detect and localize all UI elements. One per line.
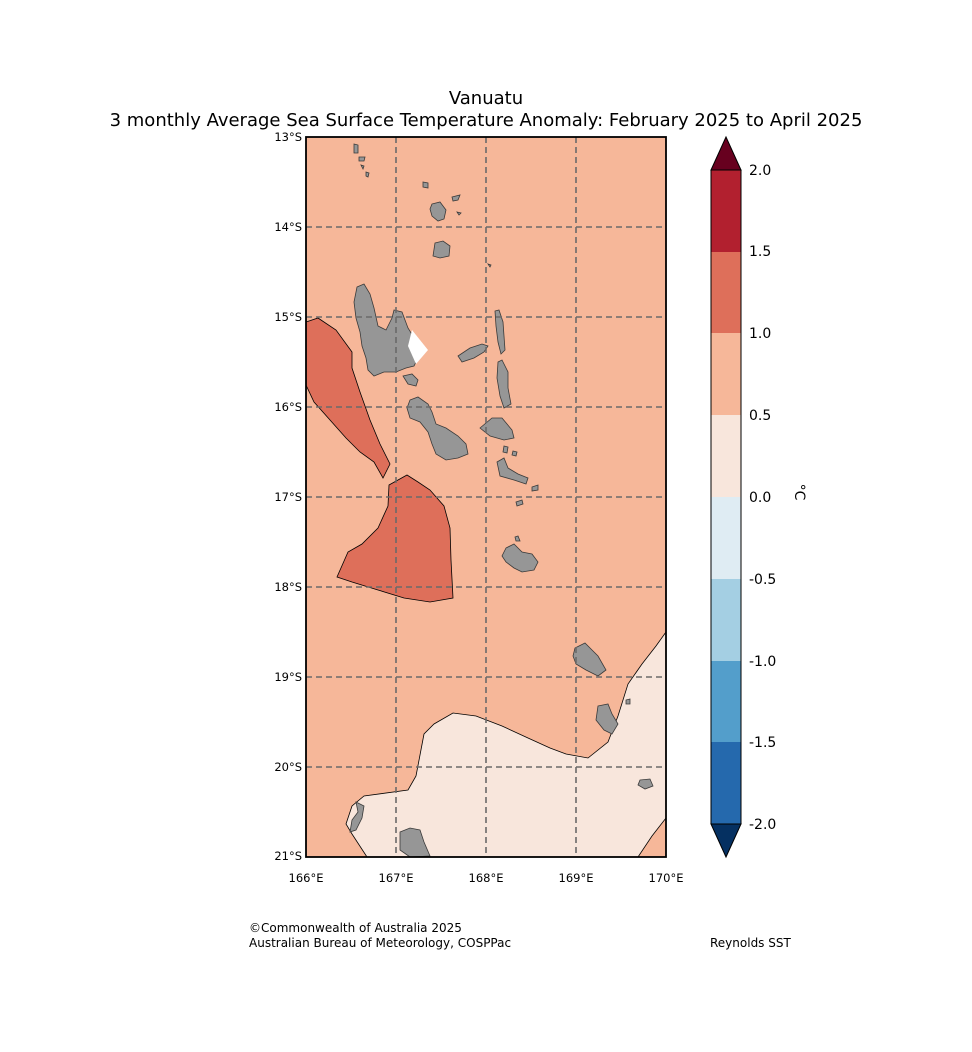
lat-label: 17°S [274, 490, 302, 504]
colorbar-bin [711, 497, 741, 579]
island-aneityum [637, 778, 654, 790]
island-pentecost [496, 359, 512, 409]
anomaly-region-central-warm-patch [336, 474, 454, 603]
map-subtitle: 3 monthly Average Sea Surface Temperatur… [109, 110, 863, 131]
agency-text: Australian Bureau of Meteorology, COSPPa… [249, 936, 512, 950]
island-banks-small-1 [451, 194, 461, 202]
colorbar-bin [711, 579, 741, 661]
lat-label: 18°S [274, 580, 302, 594]
island-efate [501, 543, 539, 573]
no-data-patch [408, 330, 428, 364]
island-malakula [406, 396, 469, 461]
longitude-labels: 166°E 167°E 168°E 169°E 170°E [289, 871, 684, 885]
map-panel [306, 137, 666, 857]
colorbar-bin [711, 252, 741, 333]
lat-label: 20°S [274, 760, 302, 774]
island-torres-2 [358, 156, 366, 162]
colorbar-frame [710, 169, 742, 825]
lon-label: 169°E [559, 871, 594, 885]
island-gaua [432, 240, 451, 259]
islands [349, 143, 654, 857]
lon-label: 170°E [649, 871, 684, 885]
island-banks-small-2 [456, 211, 462, 216]
dataset-source: Reynolds SST [710, 936, 791, 950]
island-maewo [494, 309, 506, 355]
island-erromango [572, 642, 607, 677]
colorbar-bin [711, 742, 741, 824]
colorbar-tick-label: 1.5 [749, 244, 771, 260]
island-ambrym [479, 417, 515, 441]
island-tanna [595, 703, 619, 735]
colorbar-bin [711, 661, 741, 742]
island-ureparapara [422, 181, 429, 189]
lat-label: 21°S [274, 849, 302, 863]
island-mataso [514, 535, 521, 542]
colorbar-tick-label: -0.5 [749, 572, 776, 588]
island-southwest-2 [399, 827, 431, 857]
lat-label: 13°S [274, 130, 302, 144]
credit-block: ©Commonwealth of Australia 2025 Australi… [249, 921, 511, 951]
island-vanua-lava [429, 201, 447, 222]
island-tongoa [531, 484, 539, 492]
map-title: Vanuatu [448, 88, 524, 109]
colorbar-tick-label: 0.5 [749, 408, 771, 424]
anomaly-region-west-warm-patch [306, 317, 391, 479]
colorbar-tick-label: 2.0 [749, 163, 771, 179]
island-southwest-1 [349, 801, 365, 833]
colorbar-bin [711, 333, 741, 415]
colorbar-tick-label: 0.0 [749, 490, 771, 506]
island-torres-4 [365, 171, 370, 178]
colorbar-extend-bottom [710, 823, 742, 859]
island-malo [402, 373, 419, 387]
island-lopevi [511, 450, 518, 457]
island-emae [515, 499, 524, 507]
anomaly-region-south-mild [345, 631, 666, 857]
gridlines [306, 137, 666, 857]
island-paama [502, 445, 509, 454]
colorbar-tick-labels: 2.0 1.5 1.0 0.5 0.0 -0.5 -1.0 -1.5 -2.0 [749, 163, 776, 833]
colorbar-tick-label: -2.0 [749, 817, 776, 833]
colorbar-bin [711, 170, 741, 252]
island-epi [496, 457, 529, 485]
lat-label: 14°S [274, 220, 302, 234]
latitude-labels: 13°S 14°S 15°S 16°S 17°S 18°S 19°S 20°S … [274, 130, 302, 863]
lon-label: 168°E [469, 871, 504, 885]
lat-label: 16°S [274, 400, 302, 414]
colorbar-extend-top [710, 135, 742, 171]
colorbar-tick-label: 1.0 [749, 326, 771, 342]
lat-label: 19°S [274, 670, 302, 684]
lon-label: 167°E [379, 871, 414, 885]
colorbar-tick-label: -1.0 [749, 654, 776, 670]
colorbar: 2.0 1.5 1.0 0.5 0.0 -0.5 -1.0 -1.5 -2.0 … [710, 135, 807, 859]
colorbar-bin [711, 415, 741, 497]
island-futuna [625, 698, 631, 705]
lon-label: 166°E [289, 871, 324, 885]
map-frame [305, 136, 667, 858]
island-torres-3 [360, 164, 365, 171]
island-torres-1 [353, 143, 359, 154]
copyright-text: ©Commonwealth of Australia 2025 [249, 921, 462, 935]
colorbar-tick-label: -1.5 [749, 735, 776, 751]
lat-label: 15°S [274, 310, 302, 324]
island-merig [487, 263, 492, 268]
colorbar-unit-label: °C [791, 484, 807, 501]
